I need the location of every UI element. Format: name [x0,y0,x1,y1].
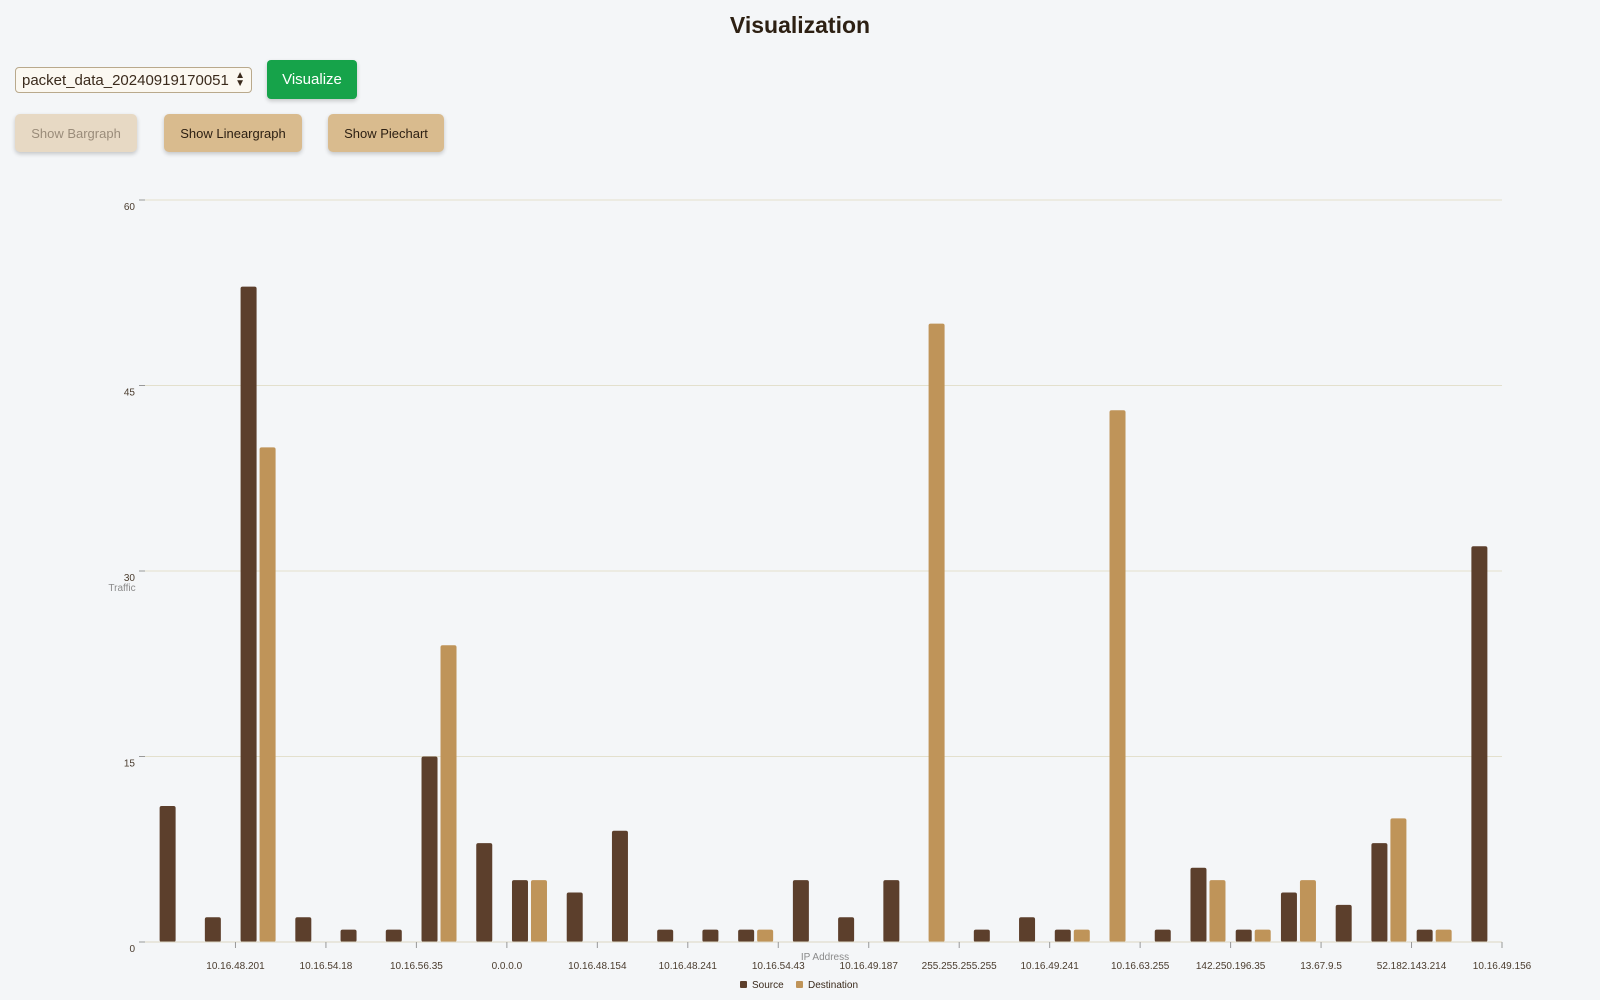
bar-destination [1254,929,1271,942]
y-tick-label: 60 [124,202,136,213]
bar-destination [1390,818,1407,942]
bar-source [204,917,221,942]
bar-destination [1109,410,1126,942]
y-tick-label: 30 [124,573,136,584]
legend-source-swatch [740,981,747,988]
bar-source [702,929,719,942]
select-arrows-icon: ▲ ▼ [235,70,245,89]
x-tick-label: 10.16.49.156 [1473,961,1532,972]
bar-source [738,929,755,942]
bar-source [1154,929,1171,942]
x-tick-label: 10.16.48.154 [568,961,627,972]
bar-source [1371,843,1388,942]
x-tick-label: 0.0.0.0 [492,961,523,972]
x-axis: 10.16.48.201 10.16.54.18 10.16.56.35 0.0.0.… [206,942,1532,972]
bars [159,286,1488,943]
x-tick-label: 255.255.255.255 [922,961,998,972]
file-select-value: packet_data_20240919170051 [22,71,229,89]
bar-source [340,929,357,942]
x-tick-label: 10.16.56.35 [390,961,443,972]
y-tick-label: 15 [124,759,136,770]
bar-source [566,892,583,942]
y-tick-label: 45 [124,388,136,399]
legend-source-label: Source [752,980,784,991]
bar-source [611,830,628,942]
bar-source [1471,546,1488,942]
bar-source [421,756,438,942]
bar-source [1416,929,1433,942]
file-select[interactable]: packet_data_20240919170051 ▲ ▼ [15,67,252,93]
show-lineargraph-button[interactable]: Show Lineargraph [164,114,302,152]
bar-source [295,917,312,942]
x-tick-label: 142.250.196.35 [1196,961,1266,972]
bar-destination [757,929,774,942]
bar-source [159,805,176,942]
legend-destination-swatch [796,981,803,988]
x-tick-label: 52.182.143.214 [1377,961,1447,972]
bar-destination [1435,929,1452,942]
bar-destination [259,447,276,942]
bar-destination [440,645,457,942]
bar-source [1335,904,1352,942]
y-axis-title: Traffic [108,583,135,594]
bar-source [883,880,900,942]
x-tick-label: 10.16.49.241 [1020,961,1079,972]
bar-source [476,843,493,942]
x-tick-label: 10.16.48.201 [206,961,265,972]
y-tick-label: 0 [129,944,135,955]
bar-source [240,286,257,943]
bar-source [838,917,855,942]
bar-source [1235,929,1252,942]
bar-destination [530,880,547,942]
bar-destination [1073,929,1090,942]
bar-source [1280,892,1297,942]
x-axis-title: IP Address [801,952,849,963]
bar-source [1190,867,1207,942]
bar-source [657,929,674,942]
bar-destination [1299,880,1316,942]
bar-source [792,880,809,942]
show-piechart-button[interactable]: Show Piechart [328,114,444,152]
legend: Source Destination [740,980,858,991]
x-tick-label: 10.16.48.241 [659,961,718,972]
bar-source [1019,917,1036,942]
x-tick-label: 10.16.54.18 [300,961,353,972]
bar-source [973,929,990,942]
x-tick-label: 10.16.54.43 [752,961,805,972]
x-tick-label: 10.16.63.255 [1111,961,1170,972]
visualize-button[interactable]: Visualize [267,60,357,99]
bar-source [1054,929,1071,942]
y-axis: 0 15 30 45 60 [124,199,145,955]
x-tick-label: 13.67.9.5 [1300,961,1342,972]
x-tick-label: 10.16.49.187 [840,961,899,972]
bar-source [511,880,528,942]
legend-destination-label: Destination [808,980,858,991]
bar-source [385,929,402,942]
bar-destination [1209,880,1226,942]
grid-lines [145,199,1502,757]
show-bargraph-button[interactable]: Show Bargraph [15,114,137,152]
page-title: Visualization [729,12,871,38]
bar-destination [928,323,945,943]
